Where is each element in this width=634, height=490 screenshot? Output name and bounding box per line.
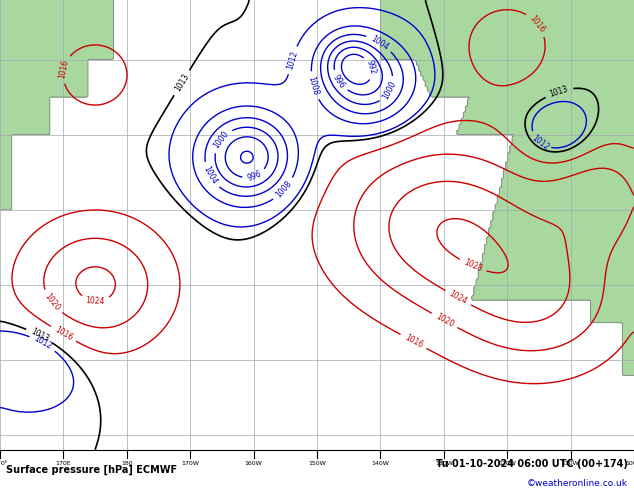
Text: 1013: 1013 [29, 327, 50, 344]
Text: 1008: 1008 [275, 179, 294, 200]
Text: 1016: 1016 [53, 325, 74, 343]
Text: 1016: 1016 [58, 59, 70, 79]
Text: Surface pressure [hPa] ECMWF: Surface pressure [hPa] ECMWF [6, 465, 178, 475]
Text: 1008: 1008 [307, 75, 320, 96]
Text: Tu 01-10-2024 06:00 UTC (00+174): Tu 01-10-2024 06:00 UTC (00+174) [436, 459, 628, 469]
Text: 180: 180 [121, 461, 133, 466]
Text: 1020: 1020 [42, 292, 61, 313]
Text: 1024: 1024 [448, 289, 469, 307]
Text: 996: 996 [331, 73, 347, 90]
Text: 992: 992 [365, 59, 377, 76]
Text: 1024: 1024 [86, 296, 105, 306]
Text: 1004: 1004 [201, 165, 219, 186]
Text: 150W: 150W [308, 461, 326, 466]
Text: 1012: 1012 [531, 134, 551, 152]
Text: 100W: 100W [625, 461, 634, 466]
Text: 1000: 1000 [212, 129, 230, 150]
Text: 1000: 1000 [381, 79, 398, 101]
Text: 130W: 130W [435, 461, 453, 466]
Text: 1016: 1016 [528, 14, 547, 34]
Text: 170E: 170E [56, 461, 71, 466]
Text: 1012: 1012 [32, 334, 53, 352]
Text: 170W: 170W [181, 461, 199, 466]
Text: 1004: 1004 [369, 34, 390, 51]
Text: 1012: 1012 [285, 50, 299, 71]
Text: 996: 996 [246, 170, 263, 183]
Text: 120W: 120W [498, 461, 516, 466]
Text: 1020: 1020 [434, 312, 455, 329]
Text: 1016: 1016 [403, 333, 424, 350]
Text: 160W: 160W [245, 461, 262, 466]
Text: ©weatheronline.co.uk: ©weatheronline.co.uk [527, 479, 628, 488]
Text: 1013: 1013 [548, 84, 569, 99]
Text: 170ᴱ: 170ᴱ [0, 461, 7, 466]
Text: 110W: 110W [562, 461, 579, 466]
Text: 1028: 1028 [462, 258, 483, 274]
Text: 1013: 1013 [173, 72, 191, 93]
Text: 140W: 140W [372, 461, 389, 466]
